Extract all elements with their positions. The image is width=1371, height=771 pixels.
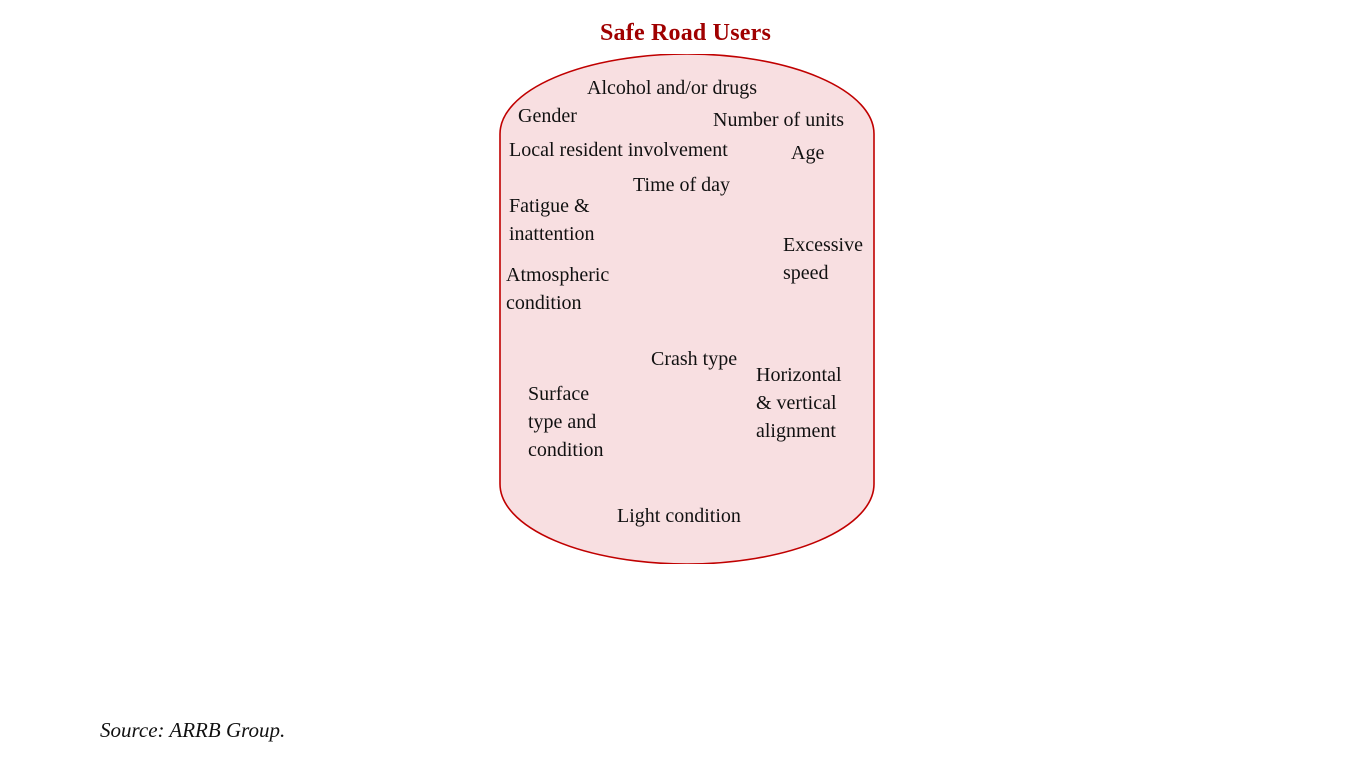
factor-age: Age — [791, 142, 825, 164]
factor-surface: Surface type and condition — [528, 383, 604, 461]
diagram-title: Safe Road Users — [600, 20, 771, 46]
factor-excessive-speed: Excessive speed — [783, 234, 863, 284]
factor-crash-type: Crash type — [651, 348, 738, 370]
factor-time-of-day: Time of day — [633, 174, 731, 196]
road-users-shape — [499, 54, 875, 564]
factor-fatigue: Fatigue & inattention — [509, 195, 595, 245]
factor-atmospheric-condition: Atmospheric condition — [506, 264, 610, 314]
factor-alcohol-drugs: Alcohol and/or drugs — [587, 77, 757, 99]
rounded-cylinder-outline — [499, 54, 875, 564]
factor-number-of-units: Number of units — [713, 109, 845, 131]
factor-alignment: Horizontal & vertical alignment — [756, 364, 842, 442]
factor-gender: Gender — [518, 105, 577, 127]
factor-local-resident: Local resident involvement — [509, 139, 728, 161]
factor-light-condition: Light condition — [617, 505, 741, 527]
source-note: Source: ARRB Group. — [100, 718, 286, 742]
